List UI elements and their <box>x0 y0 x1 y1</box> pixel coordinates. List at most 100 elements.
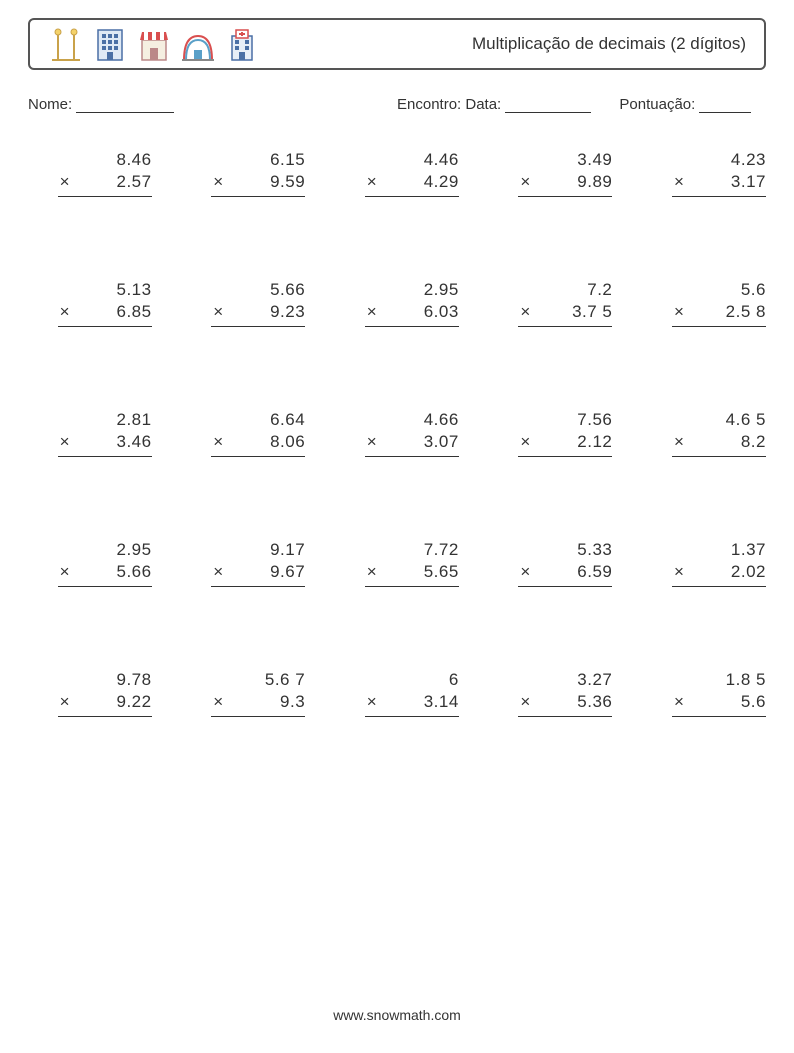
multiply-sign: × <box>365 171 377 193</box>
multiplier: 3.7 5 <box>572 301 612 323</box>
multiplier: 2.12 <box>577 431 612 453</box>
problem: 6.64×8.06 <box>182 409 306 457</box>
problem-rule <box>518 456 612 457</box>
multiplier: 9.59 <box>270 171 305 193</box>
office-building-icon <box>92 26 128 62</box>
multiplier: 9.22 <box>117 691 152 713</box>
multiply-sign: × <box>211 561 223 583</box>
stadium-icon <box>180 26 216 62</box>
score-field: Pontuação: <box>619 96 751 113</box>
multiplier: 5.6 <box>741 691 766 713</box>
multiply-sign: × <box>672 301 684 323</box>
multiplicand: 7.2 <box>587 279 612 301</box>
multiplicand: 1.8 5 <box>726 669 766 691</box>
problem: 2.81×3.46 <box>28 409 152 457</box>
score-underline[interactable] <box>699 112 751 113</box>
problem: 4.23×3.17 <box>642 149 766 197</box>
multiplier: 2.5 8 <box>726 301 766 323</box>
multiplier: 9.23 <box>270 301 305 323</box>
problem: 6.15 × 9.59 <box>182 149 306 197</box>
problem-rule <box>365 586 459 587</box>
problem: 7.56×2.12 <box>489 409 613 457</box>
problem: 7.2 × 3.7 5 <box>489 279 613 327</box>
problem: 9.78 × 9.22 <box>28 669 152 717</box>
multiply-sign: × <box>518 171 530 193</box>
problem-rule <box>58 456 152 457</box>
multiplicand: 4.6 5 <box>726 409 766 431</box>
multiply-sign: × <box>672 561 684 583</box>
problem: 1.8 5×5.6 <box>642 669 766 717</box>
multiply-sign: × <box>518 301 530 323</box>
shop-icon <box>136 26 172 62</box>
multiplier: 4.29 <box>424 171 459 193</box>
multiplicand: 5.66 <box>270 279 305 301</box>
problem-rule <box>58 196 152 197</box>
multiplier: 5.66 <box>117 561 152 583</box>
multiply-sign: × <box>518 691 530 713</box>
header-icons <box>48 26 260 62</box>
multiplicand: 6 <box>449 669 459 691</box>
multiplier: 9.3 <box>280 691 305 713</box>
multiplicand: 5.33 <box>577 539 612 561</box>
problem-rule <box>672 586 766 587</box>
problem-rule <box>211 586 305 587</box>
problem: 4.46×4.29 <box>335 149 459 197</box>
multiply-sign: × <box>211 171 223 193</box>
multiplicand: 6.64 <box>270 409 305 431</box>
multiplicand: 2.95 <box>117 539 152 561</box>
problem-rule <box>518 326 612 327</box>
name-field: Nome: <box>28 96 397 113</box>
footer: www.snowmath.com <box>0 1007 794 1023</box>
multiplier: 2.02 <box>731 561 766 583</box>
name-underline[interactable] <box>76 112 174 113</box>
multiplicand: 9.78 <box>117 669 152 691</box>
problem-rule <box>672 716 766 717</box>
problems-grid: 8.46×2.576.15×9.594.46×4.293.49×9.894.23… <box>28 149 766 717</box>
multiply-sign: × <box>365 561 377 583</box>
multiplier: 3.07 <box>424 431 459 453</box>
worksheet-title: Multiplicação de decimais (2 dígitos) <box>472 34 746 54</box>
multiply-sign: × <box>211 691 223 713</box>
problem-rule <box>58 586 152 587</box>
multiply-sign: × <box>58 691 70 713</box>
multiplicand: 6.15 <box>270 149 305 171</box>
lamp-post-icon <box>48 26 84 62</box>
problem-rule <box>365 456 459 457</box>
problem-rule <box>211 716 305 717</box>
multiplier: 5.36 <box>577 691 612 713</box>
multiply-sign: × <box>58 301 70 323</box>
multiplicand: 8.46 <box>117 149 152 171</box>
problem: 3.49×9.89 <box>489 149 613 197</box>
multiplicand: 3.27 <box>577 669 612 691</box>
problem: 2.95×6.03 <box>335 279 459 327</box>
date-underline[interactable] <box>505 112 591 113</box>
multiplicand: 2.81 <box>117 409 152 431</box>
multiplicand: 4.23 <box>731 149 766 171</box>
multiplicand: 3.49 <box>577 149 612 171</box>
multiplicand: 5.6 <box>741 279 766 301</box>
problem: 5.33×6.59 <box>489 539 613 587</box>
problem-rule <box>518 586 612 587</box>
problem: 7.72×5.65 <box>335 539 459 587</box>
multiply-sign: × <box>672 171 684 193</box>
problem: 5.6 × 2.5 8 <box>642 279 766 327</box>
problem: 5.6 7×9.3 <box>182 669 306 717</box>
problem: 9.17×9.67 <box>182 539 306 587</box>
multiply-sign: × <box>58 431 70 453</box>
name-label: Nome: <box>28 96 72 113</box>
footer-url: www.snowmath.com <box>333 1007 461 1023</box>
multiplicand: 2.95 <box>424 279 459 301</box>
multiply-sign: × <box>58 561 70 583</box>
date-field: Encontro: Data: <box>397 96 591 113</box>
multiply-sign: × <box>365 431 377 453</box>
problem: 2.95 × 5.66 <box>28 539 152 587</box>
problem-rule <box>672 196 766 197</box>
problem-rule <box>211 326 305 327</box>
multiplicand: 1.37 <box>731 539 766 561</box>
problem-rule <box>211 196 305 197</box>
problem: 5.13×6.85 <box>28 279 152 327</box>
problem-rule <box>365 716 459 717</box>
date-label: Encontro: Data: <box>397 96 501 113</box>
multiplicand: 7.72 <box>424 539 459 561</box>
problem: 4.66×3.07 <box>335 409 459 457</box>
